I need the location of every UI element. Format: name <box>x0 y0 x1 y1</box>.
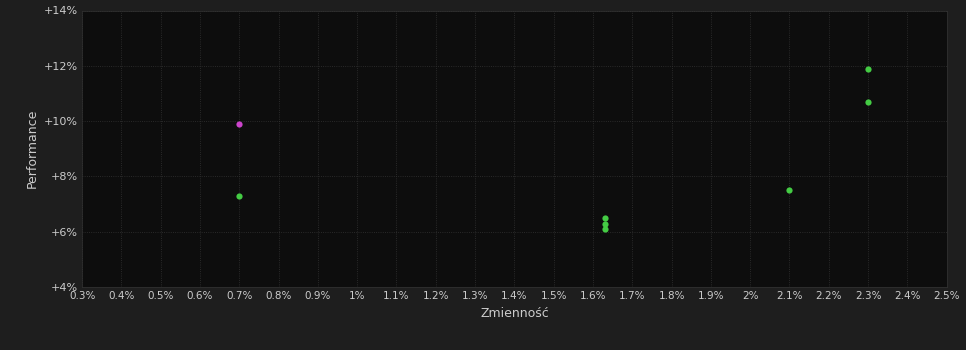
Point <box>597 216 612 221</box>
Point <box>861 99 876 105</box>
Point <box>861 66 876 71</box>
Point <box>781 188 797 193</box>
Point <box>232 193 247 198</box>
Point <box>232 121 247 127</box>
X-axis label: Zmienność: Zmienność <box>480 307 549 320</box>
Point <box>597 227 612 232</box>
Point <box>597 221 612 227</box>
Y-axis label: Performance: Performance <box>25 109 39 188</box>
